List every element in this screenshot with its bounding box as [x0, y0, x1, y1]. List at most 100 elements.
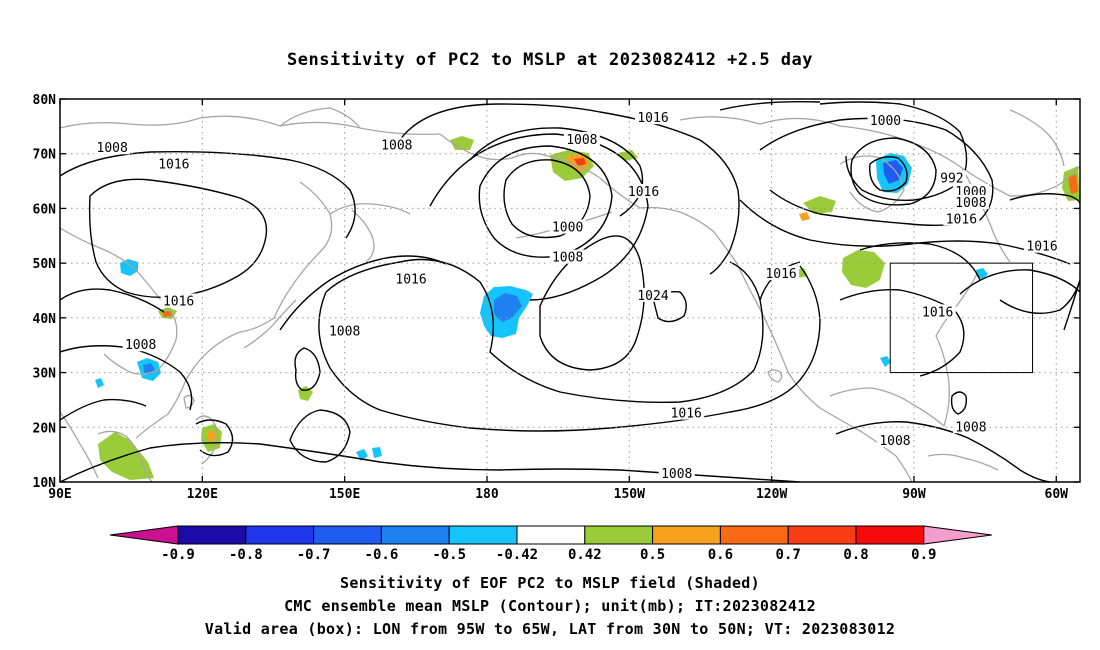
colorbar-label: 0.5: [640, 547, 665, 563]
shade-orange-philippines: [207, 430, 216, 442]
contour-label: 1016: [671, 407, 702, 422]
x-tick-label: 150W: [614, 487, 645, 502]
footer-contour-description: CMC ensemble mean MSLP (Contour); unit(m…: [284, 597, 816, 615]
colorbar-label: -0.8: [229, 547, 263, 563]
contour-label: 1016: [922, 305, 953, 320]
coast-gulf-mexico: [829, 387, 945, 427]
contour-label: 1016: [158, 158, 189, 173]
contour-label: 1008: [661, 467, 692, 482]
coast-east-asia: [135, 181, 333, 439]
contour-label: 1016: [395, 273, 426, 288]
y-tick-label: 60N: [33, 202, 57, 217]
contour-label: 1008: [566, 133, 597, 148]
contour-992-hudson: [869, 156, 908, 192]
colorbar-segment: [177, 525, 247, 545]
contour-label-bg: [1024, 238, 1061, 253]
contour-label-bg: [378, 137, 415, 152]
contour-label-bg: [393, 271, 430, 286]
contour-label: 1000: [870, 114, 901, 129]
contour-1016-arctic: [395, 103, 740, 275]
shade-green-indochina: [98, 432, 154, 480]
contour-1008-ne-pac: [289, 409, 351, 463]
colorbar-segment: [719, 525, 789, 545]
contour-label-bg: [943, 211, 980, 226]
shade-blue-hudson-bay-core: [883, 160, 903, 184]
mslp-contours: [60, 100, 1080, 482]
colorbar-segment: [652, 525, 721, 545]
coast-taymyr: [279, 107, 361, 129]
contour-label-bg: [658, 465, 695, 480]
x-tick-label: 90E: [48, 487, 71, 502]
contour-label: 1016: [946, 212, 977, 227]
shade-blue-bay-of-bengal: [95, 378, 104, 388]
shade-blue-central-pacific-core: [494, 293, 522, 322]
coast-philippines: [195, 415, 218, 465]
colorbar-segment: [245, 525, 315, 545]
contour-1016-pacific-high: [325, 258, 764, 403]
contour-labels: 1016 100010081008100810169921000101610081…: [94, 110, 1061, 482]
colorbar-high-extend: [923, 525, 992, 545]
contour-1000-hudson: [850, 137, 937, 206]
contour-1008-atl-south: [950, 391, 968, 415]
x-tick-label: 150E: [329, 487, 360, 502]
colorbar-label: 0.42: [568, 547, 602, 563]
coast-caribbean: [927, 453, 999, 471]
contour-1008-ph: [195, 419, 234, 457]
contour-1008-central: [279, 255, 447, 331]
coastlines: [60, 107, 1080, 482]
y-tick-label: 50N: [33, 257, 57, 272]
contour-label: 1008: [552, 251, 583, 266]
colorbar-label: -0.7: [297, 547, 331, 563]
shade-blue-philippine-sea: [356, 449, 368, 461]
contour-label-bg: [160, 293, 197, 308]
page-title: Sensitivity of PC2 to MSLP at 2023082412…: [286, 50, 813, 70]
colorbar-label: -0.9: [161, 547, 195, 563]
shade-green-arctic: [450, 136, 474, 150]
coast-kamchatka: [351, 209, 375, 263]
colorbar-segment: [855, 525, 925, 545]
contour-1016-atl-east: [999, 193, 1080, 315]
y-tick-label: 20N: [33, 421, 57, 436]
contour-label: 1008: [125, 338, 156, 353]
shade-green-alberta: [803, 196, 836, 214]
contour-label: 1008: [97, 141, 128, 156]
contour-1008-china: [60, 345, 193, 411]
contour-label-bg: [952, 184, 989, 199]
contour-label-bg: [635, 110, 672, 125]
contour-1016-china: [60, 288, 165, 313]
coast-hawaii: [767, 369, 783, 383]
footer-shading-description: Sensitivity of EOF PC2 to MSLP field (Sh…: [340, 574, 760, 592]
contour-label-bg: [937, 170, 966, 185]
coast-korea-china: [60, 227, 178, 375]
colorbar-segment: [313, 525, 382, 545]
contour-label: 1008: [381, 139, 412, 154]
colorbar-label: 0.6: [708, 547, 733, 563]
contour-label-bg: [549, 249, 586, 264]
contour-label: 1024: [637, 289, 668, 304]
contour-label-bg: [867, 112, 904, 127]
contour-label-bg: [122, 337, 159, 352]
contour-label-bg: [549, 219, 586, 234]
y-tick-label: 30N: [33, 367, 57, 382]
shade-red-siberia: [574, 158, 586, 166]
contour-label-bg: [876, 432, 913, 447]
contour-label-bg: [94, 140, 131, 155]
contour-1016-atlantic: [959, 269, 1080, 295]
shade-orange-korea: [162, 311, 172, 317]
contour-1016-us-box: [859, 242, 981, 281]
y-tick-label: 70N: [33, 148, 57, 163]
contour-label: 1016: [1026, 240, 1057, 255]
contour-label-bg: [952, 194, 989, 209]
contour-label-bg: [763, 266, 800, 281]
colorbar-label: 0.9: [911, 547, 936, 563]
contour-label-bg: [625, 184, 662, 199]
contour-label: 1008: [329, 325, 360, 340]
x-tick-label: 120W: [756, 487, 787, 502]
colorbar-label: 0.7: [776, 547, 801, 563]
x-tick-label: 90W: [902, 487, 926, 502]
colorbar-segment: [380, 525, 450, 545]
contour-1016-siberia-low: [429, 133, 649, 301]
contour-label: 992: [940, 171, 963, 186]
colorbar-label: 0.8: [843, 547, 868, 563]
contour-label: 1016: [765, 267, 796, 282]
